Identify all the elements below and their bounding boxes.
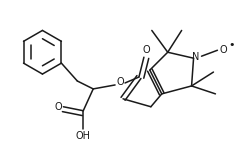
Text: O: O (116, 77, 124, 87)
Text: •: • (228, 40, 235, 50)
Text: OH: OH (76, 131, 91, 141)
Text: O: O (142, 45, 150, 55)
Text: O: O (220, 45, 227, 55)
Text: N: N (192, 52, 199, 62)
Text: O: O (54, 102, 62, 112)
